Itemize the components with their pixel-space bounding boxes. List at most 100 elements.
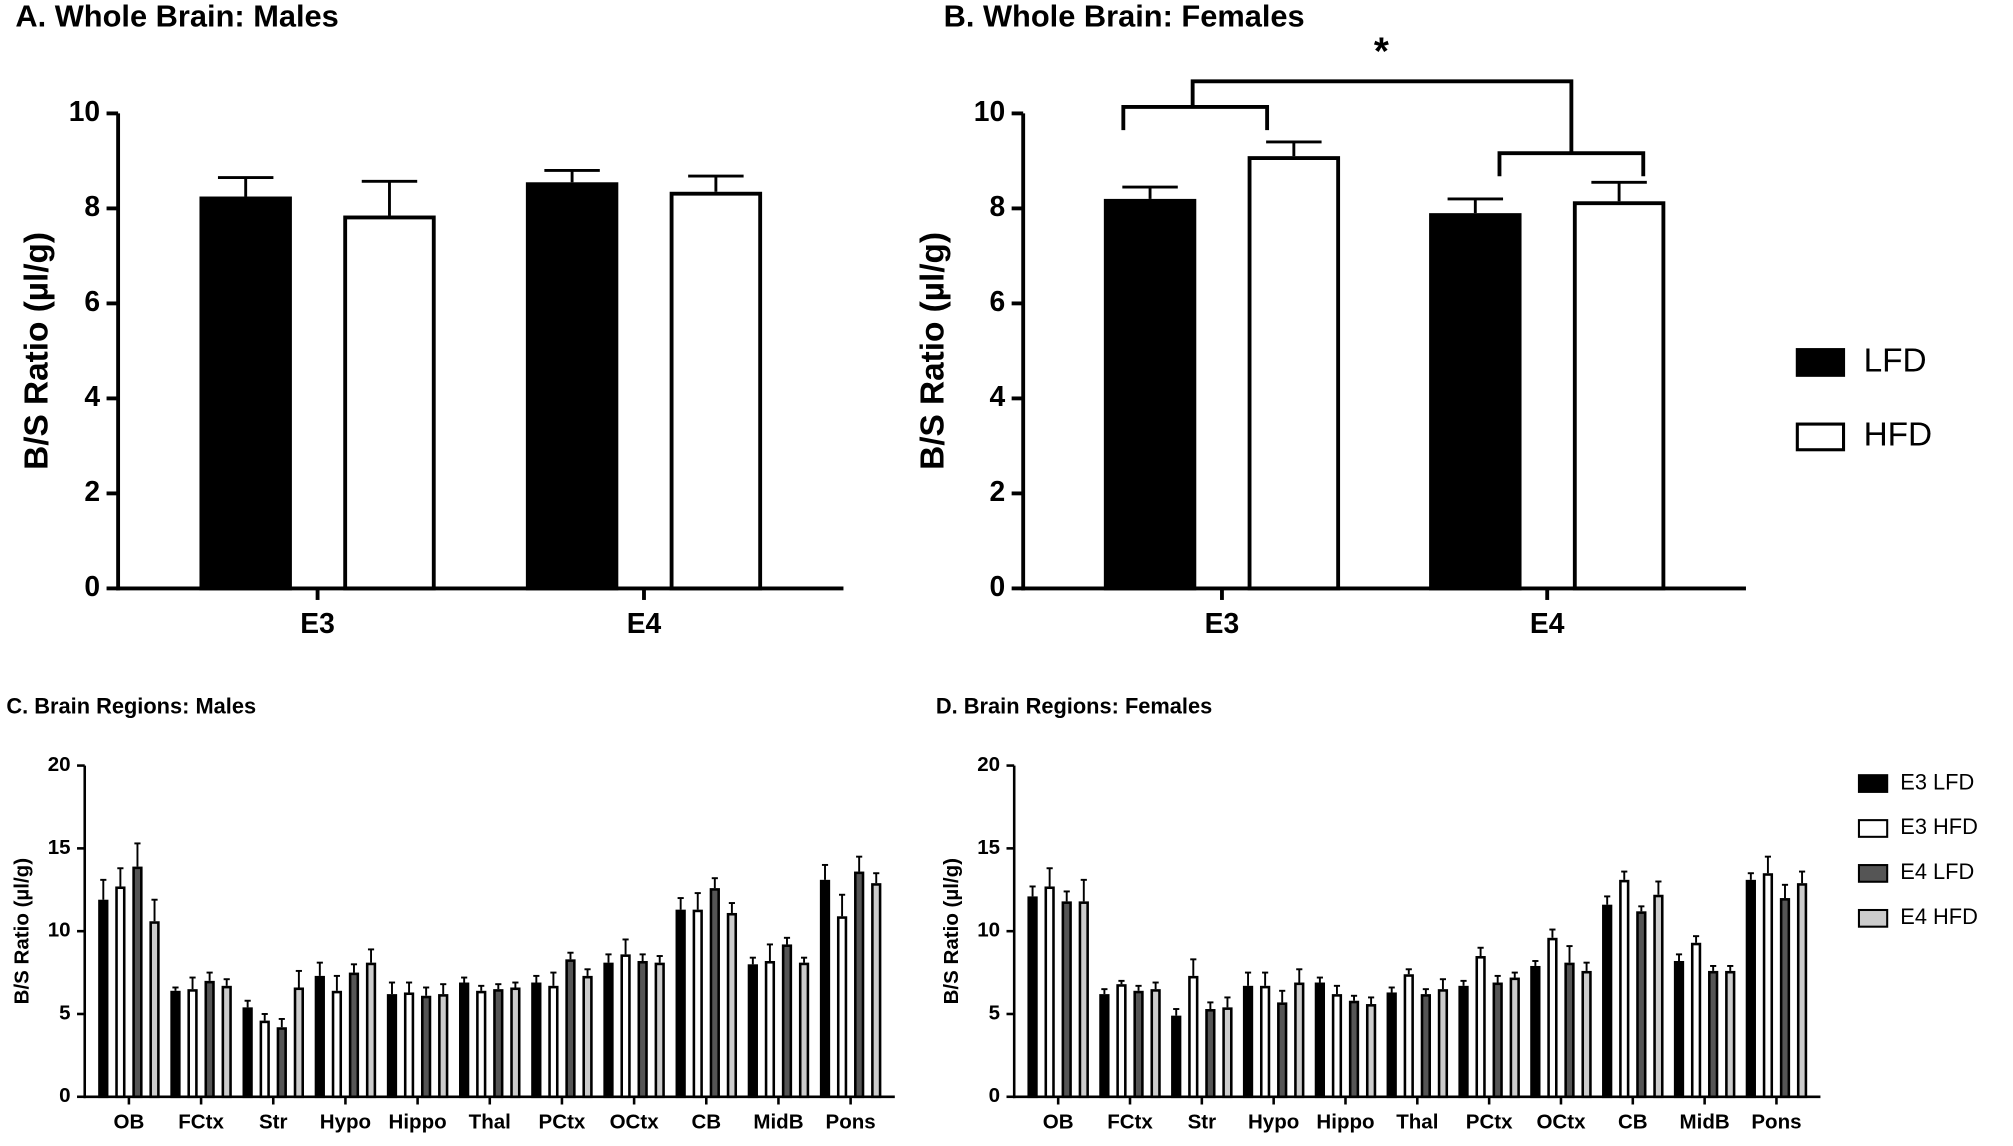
- bar: [493, 989, 504, 1099]
- bar: [1492, 982, 1503, 1099]
- legend-label: LFD: [1864, 342, 1927, 379]
- bar: [1636, 911, 1647, 1099]
- y-axis-label: B/S Ratio (µl/g): [11, 858, 34, 1004]
- bar: [1429, 213, 1522, 591]
- x-tick-label: FCtx: [178, 1110, 224, 1133]
- x-tick-label: OB: [1043, 1110, 1074, 1133]
- bar: [149, 921, 160, 1099]
- y-tick-label: 6: [84, 285, 100, 317]
- legend-label: E3 HFD: [1900, 814, 1978, 839]
- bar: [98, 899, 109, 1099]
- bar: [170, 990, 181, 1099]
- y-tick-label: 20: [48, 753, 71, 776]
- legend-label: E3 LFD: [1900, 769, 1974, 794]
- bar: [1259, 985, 1271, 1099]
- bar: [1602, 904, 1613, 1099]
- y-axis-label: B/S Ratio (µl/g): [914, 232, 951, 470]
- significance-star: *: [1374, 31, 1389, 74]
- bar: [1386, 992, 1397, 1099]
- bar: [1619, 879, 1630, 1099]
- legend-swatch: [1857, 864, 1889, 883]
- bar: [314, 975, 325, 1099]
- y-tick-label: 10: [48, 919, 71, 942]
- x-tick-label: CB: [691, 1110, 721, 1133]
- bar: [1796, 883, 1808, 1099]
- x-tick-label: CB: [1618, 1110, 1648, 1133]
- bar: [654, 962, 665, 1099]
- bar: [1475, 956, 1486, 1099]
- bar: [1205, 1009, 1216, 1099]
- y-tick-label: 0: [989, 1084, 1000, 1107]
- y-tick-label: 2: [990, 475, 1006, 507]
- bar: [1572, 201, 1666, 591]
- bar: [331, 990, 343, 1099]
- bar: [531, 982, 542, 1099]
- x-tick-label: Hypo: [1248, 1110, 1299, 1133]
- bracket-main: [1190, 79, 1574, 154]
- x-tick-label: MidB: [753, 1110, 803, 1133]
- bar: [115, 886, 126, 1099]
- bar: [1044, 886, 1055, 1099]
- bar: [692, 909, 703, 1099]
- bar: [1779, 898, 1791, 1099]
- bar: [747, 964, 758, 1099]
- bar: [798, 962, 810, 1099]
- x-tick-label: OB: [114, 1110, 145, 1133]
- bar: [836, 916, 848, 1099]
- bar: [1078, 901, 1089, 1099]
- legend-label: E4 HFD: [1900, 904, 1978, 929]
- bar: [675, 909, 686, 1099]
- y-tick-label: 0: [84, 570, 100, 602]
- bar: [1690, 942, 1702, 1099]
- x-tick-label: E4: [1530, 607, 1565, 639]
- bar: [781, 944, 793, 1099]
- y-tick-label: 0: [59, 1084, 70, 1107]
- bar: [603, 962, 614, 1099]
- chart-title: D. Brain Regions: Females: [936, 694, 1212, 719]
- bar: [726, 912, 738, 1099]
- y-tick-label: 8: [84, 190, 100, 222]
- y-tick-label: 5: [989, 1001, 1000, 1024]
- bar: [1581, 970, 1592, 1099]
- legend-swatch: [1795, 422, 1846, 452]
- bar: [459, 982, 470, 1099]
- x-tick-label: Pons: [1751, 1110, 1801, 1133]
- bar: [1745, 879, 1756, 1099]
- y-tick-label: 8: [990, 190, 1006, 222]
- bar: [1133, 990, 1144, 1099]
- bar: [1061, 901, 1072, 1099]
- bar: [199, 196, 292, 591]
- legend-swatch: [1857, 819, 1889, 838]
- bar: [348, 972, 360, 1099]
- bar: [1222, 1007, 1233, 1099]
- bar: [1708, 970, 1719, 1099]
- bar: [1027, 896, 1038, 1099]
- bar: [637, 960, 648, 1099]
- bar: [1348, 1000, 1360, 1099]
- y-tick-label: 15: [48, 836, 71, 859]
- chart-title: C. Brain Regions: Males: [6, 694, 256, 719]
- bar: [386, 994, 398, 1099]
- bar: [365, 962, 377, 1099]
- bar: [403, 992, 415, 1099]
- bar: [1564, 962, 1575, 1099]
- bar: [1150, 989, 1161, 1099]
- bar: [709, 888, 720, 1099]
- bar: [204, 980, 215, 1099]
- x-tick-label: OCtx: [1536, 1110, 1586, 1133]
- y-axis-label: B/S Ratio (µl/g): [940, 858, 963, 1004]
- legend-label: E4 LFD: [1900, 859, 1974, 884]
- bar: [582, 975, 593, 1099]
- bar: [1103, 198, 1197, 591]
- x-tick-label: Hippo: [389, 1110, 447, 1133]
- bar: [1099, 994, 1110, 1099]
- bar: [1547, 937, 1558, 1099]
- bar: [343, 215, 436, 591]
- bar: [438, 994, 449, 1099]
- bar: [1171, 1015, 1182, 1099]
- bar: [1365, 1004, 1377, 1099]
- bar: [620, 954, 631, 1099]
- bar: [187, 989, 198, 1099]
- x-tick-label: Str: [1188, 1110, 1217, 1133]
